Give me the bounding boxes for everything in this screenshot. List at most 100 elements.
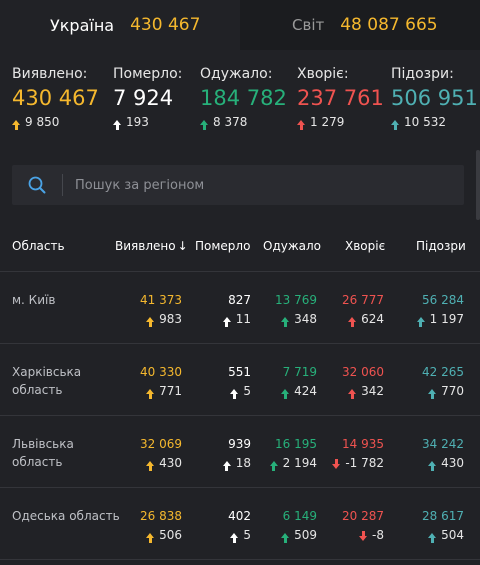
recovered-delta: 424 [294,384,317,398]
cell-deaths: 827 11 [222,291,251,328]
suspected-delta: 770 [441,384,464,398]
deaths-value: 939 [228,437,251,451]
arrow-up-icon [222,316,231,327]
cell-active: 20 287 -8 [342,507,384,544]
sort-down-icon: ↓ [177,239,188,253]
arrow-up-icon [281,316,290,327]
arrow-up-icon [222,460,231,471]
stat-active: Хворіє: 237 761 1 279 [297,66,384,130]
arrow-up-icon [391,119,399,130]
arrow-up-icon [428,388,437,399]
confirmed-value: 32 069 [140,437,182,451]
tab-world[interactable]: Світ 48 087 665 [240,0,480,50]
table-row[interactable]: Одеська область 26 838 506 402 5 6 149 509 20 2… [0,488,480,560]
stat-active-label: Хворіє: [297,66,349,82]
cell-suspected: 42 265 770 [422,363,464,400]
active-value: 32 060 [342,365,384,379]
suspected-value: 28 617 [422,509,464,523]
stat-recovered-delta: 8 378 [213,115,248,129]
suspected-delta: 504 [441,528,464,542]
active-delta: -8 [372,528,384,542]
cell-deaths: 402 5 [228,507,251,544]
recovered-value: 6 149 [282,509,317,523]
header-confirmed-label: Виявлено [115,239,176,253]
arrow-up-icon [146,532,155,543]
deaths-delta: 11 [235,312,251,326]
header-recovered[interactable]: Одужало [263,239,322,253]
suspected-value: 34 242 [422,437,464,451]
recovered-delta: 509 [294,528,317,542]
cell-recovered: 16 195 2 194 [269,435,317,472]
cell-suspected: 34 242 430 [422,435,464,472]
active-value: 20 287 [342,509,384,523]
arrow-up-icon [146,388,155,399]
header-region[interactable]: Область [12,239,65,253]
confirmed-value: 26 838 [140,509,182,523]
arrow-up-icon [230,532,239,543]
stat-deaths-delta: 193 [126,115,149,129]
table-row[interactable]: Харківська область 40 330 771 551 5 7 719 424 3… [0,344,480,416]
search-divider [62,174,63,196]
arrow-up-icon [428,460,437,471]
arrow-up-icon [146,316,155,327]
cell-active: 14 935 -1 782 [332,435,384,472]
arrow-up-icon [428,532,437,543]
cell-active: 26 777 624 [342,291,384,328]
recovered-value: 7 719 [282,365,317,379]
cell-suspected: 28 617 504 [422,507,464,544]
stat-recovered-value: 184 782 [200,86,287,110]
stat-active-value: 237 761 [297,86,384,110]
arrow-down-icon [359,530,368,541]
arrow-up-icon [348,388,357,399]
region-name: м. Київ [12,293,56,307]
table-row[interactable]: м. Київ 41 373 983 827 11 13 769 348 26 777 624 5… [0,272,480,344]
scrollbar[interactable] [476,150,480,220]
header-confirmed[interactable]: Виявлено ↓ [115,239,188,253]
arrow-up-icon [281,388,290,399]
stat-suspected-label: Підозри: [391,66,454,82]
arrow-down-icon [332,458,341,469]
arrow-up-icon [281,532,290,543]
suspected-value: 42 265 [422,365,464,379]
arrow-up-icon [200,119,208,130]
stat-deaths-label: Померло: [113,66,183,82]
header-active[interactable]: Хворіє [345,239,386,253]
cell-confirmed: 32 069 430 [140,435,182,472]
arrow-up-icon [12,119,20,130]
confirmed-value: 40 330 [140,365,182,379]
deaths-value: 827 [228,293,251,307]
suspected-delta: 1 197 [429,312,464,326]
deaths-delta: 18 [235,456,251,470]
cell-confirmed: 26 838 506 [140,507,182,544]
region-name: Одеська область [12,509,120,523]
stat-suspected-delta: 10 532 [404,115,446,129]
header-deaths[interactable]: Померло [195,239,251,253]
arrow-up-icon [416,316,425,327]
cell-suspected: 56 284 1 197 [416,291,464,328]
recovered-value: 13 769 [275,293,317,307]
search-icon[interactable] [12,165,62,205]
confirmed-delta: 430 [159,456,182,470]
cell-recovered: 7 719 424 [281,363,317,400]
cell-active: 32 060 342 [342,363,384,400]
arrow-up-icon [297,119,305,130]
table-header: Область Виявлено ↓ Померло Одужало Хворіє… [0,222,480,272]
active-value: 14 935 [342,437,384,451]
search-input[interactable] [63,177,443,193]
cell-deaths: 939 18 [222,435,251,472]
active-delta: -1 782 [345,456,384,470]
deaths-value: 551 [228,365,251,379]
recovered-delta: 2 194 [282,456,317,470]
cell-recovered: 13 769 348 [275,291,317,328]
table-row[interactable]: Львівська область 32 069 430 939 18 16 195 2 1… [0,416,480,488]
active-delta: 342 [361,384,384,398]
header-suspected[interactable]: Підозри [416,239,466,253]
region-name: Харківська область [12,365,82,397]
stat-deaths: Померло: 7 924 193 [113,66,183,130]
recovered-value: 16 195 [275,437,317,451]
tab-world-label: Світ [292,16,325,34]
deaths-delta: 5 [243,528,251,542]
tab-ukraine[interactable]: Україна 430 467 [0,0,240,50]
cell-recovered: 6 149 509 [281,507,317,544]
tab-ukraine-count: 430 467 [130,15,201,35]
